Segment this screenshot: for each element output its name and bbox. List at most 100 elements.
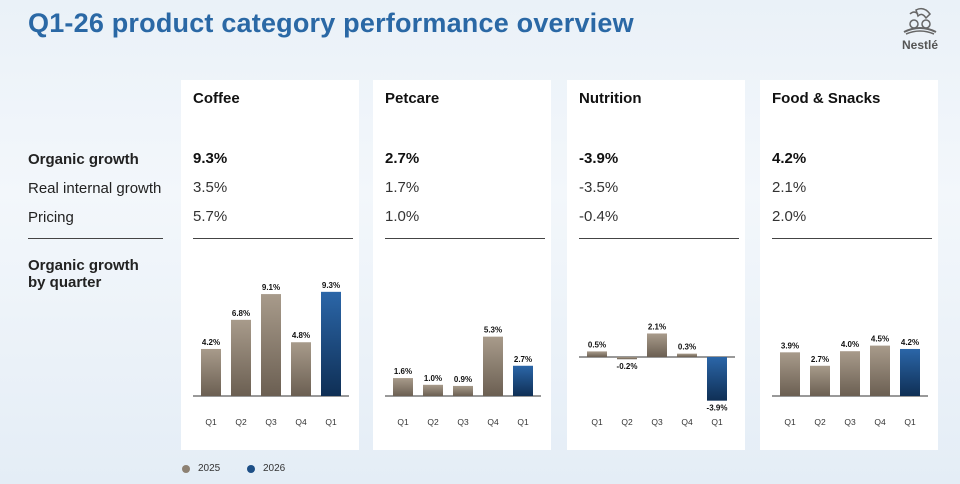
panel-coffee: Coffee 9.3% 3.5% 5.7% 4.2% Q1 6.8% Q2 9.1% Q3…: [181, 80, 359, 450]
bar-q1-2026: [707, 357, 727, 401]
data-label: -3.9%: [707, 404, 728, 413]
x-tick-label: Q1: [325, 417, 337, 427]
x-tick-label: Q1: [397, 417, 409, 427]
bar-q2-2025: [231, 319, 251, 396]
data-label: 3.9%: [781, 341, 799, 350]
data-label: 2.7%: [811, 355, 829, 364]
data-label: 0.3%: [678, 343, 696, 352]
data-label: 9.1%: [262, 283, 280, 292]
organic-growth-value: -3.9%: [579, 150, 619, 167]
bar-q3-2025: [840, 351, 860, 396]
bar-q3-2025: [647, 333, 667, 357]
rig-value: 2.1%: [772, 179, 807, 196]
legend-label-2026: 2026: [263, 463, 286, 474]
x-tick-label: Q1: [711, 417, 723, 427]
bar-q3-2025: [261, 294, 281, 396]
data-label: 9.3%: [322, 281, 340, 290]
bar-q2-2025: [423, 384, 443, 396]
nestle-logo: Nestlé: [896, 4, 944, 52]
panel-divider: [193, 238, 353, 239]
x-tick-label: Q3: [651, 417, 663, 427]
panel-nutrition: Nutrition -3.9% -3.5% -0.4% 0.5% Q1 -0.2% Q…: [567, 80, 745, 450]
left-divider: [28, 238, 163, 239]
organic-growth-value: 2.7%: [385, 150, 420, 167]
data-label: 4.8%: [292, 331, 310, 340]
data-label: 1.0%: [424, 374, 442, 383]
bar-q1-2025: [201, 348, 221, 396]
data-label: -0.2%: [617, 362, 638, 371]
bird-nest-icon: [903, 7, 937, 35]
x-tick-label: Q4: [874, 417, 886, 427]
bar-q4-2025: [677, 353, 697, 357]
data-label: 5.3%: [484, 326, 502, 335]
x-tick-label: Q1: [784, 417, 796, 427]
x-tick-label: Q1: [517, 417, 529, 427]
row-label-rig: Real internal growth: [28, 180, 162, 197]
bar-q4-2025: [870, 345, 890, 396]
bar-q2-2025: [810, 365, 830, 396]
panel-divider: [579, 238, 739, 239]
bar-q1-2026: [321, 291, 341, 396]
panel-petcare: Petcare 2.7% 1.7% 1.0% 1.6% Q1 1.0% Q2 0.9% Q…: [373, 80, 551, 450]
bar-q1-2026: [900, 348, 920, 396]
rig-value: 3.5%: [193, 179, 228, 196]
legend-item-2026: 2026: [247, 463, 285, 474]
x-tick-label: Q4: [681, 417, 693, 427]
legend-dot-2025: [182, 464, 190, 473]
data-label: 4.5%: [871, 335, 889, 344]
chart-petcare: 1.6% Q1 1.0% Q2 0.9% Q3 5.3% Q4 2.7% Q1: [385, 326, 541, 427]
logo-wordmark: Nestlé: [901, 38, 939, 52]
row-label-by-quarter: Organic growth by quarter: [28, 257, 139, 291]
x-tick-label: Q4: [487, 417, 499, 427]
data-label: 6.8%: [232, 309, 250, 318]
x-tick-label: Q1: [904, 417, 916, 427]
pricing-value: 1.0%: [385, 208, 420, 225]
x-tick-label: Q1: [205, 417, 217, 427]
x-tick-label: Q3: [457, 417, 469, 427]
bar-q4-2025: [291, 342, 311, 396]
data-label: 1.6%: [394, 367, 412, 376]
row-label-organic-growth: Organic growth: [28, 151, 139, 168]
chart-nutrition: 0.5% Q1 -0.2% Q2 2.1% Q3 0.3% Q4 -3.9% Q1: [579, 322, 735, 427]
organic-growth-value: 4.2%: [772, 150, 807, 167]
legend-dot-2026: [247, 464, 255, 473]
bar-q3-2025: [453, 385, 473, 396]
data-label: 2.7%: [514, 355, 532, 364]
panel-food-snacks: Food & Snacks 4.2% 2.1% 2.0% 3.9% Q1 2.7% Q…: [760, 80, 938, 450]
pricing-value: 2.0%: [772, 208, 807, 225]
chart-coffee: 4.2% Q1 6.8% Q2 9.1% Q3 4.8% Q4 9.3% Q1: [193, 281, 349, 427]
pricing-value: 5.7%: [193, 208, 228, 225]
chart-food-snacks: 3.9% Q1 2.7% Q2 4.0% Q3 4.5% Q4 4.2% Q1: [772, 335, 928, 427]
row-label-pricing: Pricing: [28, 209, 74, 226]
data-label: 4.2%: [202, 338, 220, 347]
data-label: 4.0%: [841, 340, 859, 349]
panel-title: Nutrition: [579, 90, 642, 107]
bar-q1-2026: [513, 365, 533, 396]
bar-q2-2025: [617, 357, 637, 360]
x-tick-label: Q2: [814, 417, 826, 427]
data-label: 0.5%: [588, 340, 606, 349]
x-tick-label: Q2: [427, 417, 439, 427]
data-label: 2.1%: [648, 322, 666, 331]
data-label: 4.2%: [901, 338, 919, 347]
x-tick-label: Q1: [591, 417, 603, 427]
panel-title: Petcare: [385, 90, 440, 107]
bar-q1-2025: [393, 378, 413, 396]
legend-item-2025: 2025: [182, 463, 220, 474]
data-label: 0.9%: [454, 375, 472, 384]
x-tick-label: Q4: [295, 417, 307, 427]
panel-title: Food & Snacks: [772, 90, 881, 107]
panel-divider: [385, 238, 545, 239]
panel-divider: [772, 238, 932, 239]
row-label-by-quarter-line1: Organic growth: [28, 257, 139, 274]
x-tick-label: Q2: [235, 417, 247, 427]
x-tick-label: Q3: [844, 417, 856, 427]
rig-value: -3.5%: [579, 179, 619, 196]
bar-q1-2025: [780, 352, 800, 396]
x-tick-label: Q2: [621, 417, 633, 427]
bar-q4-2025: [483, 336, 503, 396]
organic-growth-value: 9.3%: [193, 150, 228, 167]
rig-value: 1.7%: [385, 179, 420, 196]
panel-title: Coffee: [193, 90, 240, 107]
x-tick-label: Q3: [265, 417, 277, 427]
